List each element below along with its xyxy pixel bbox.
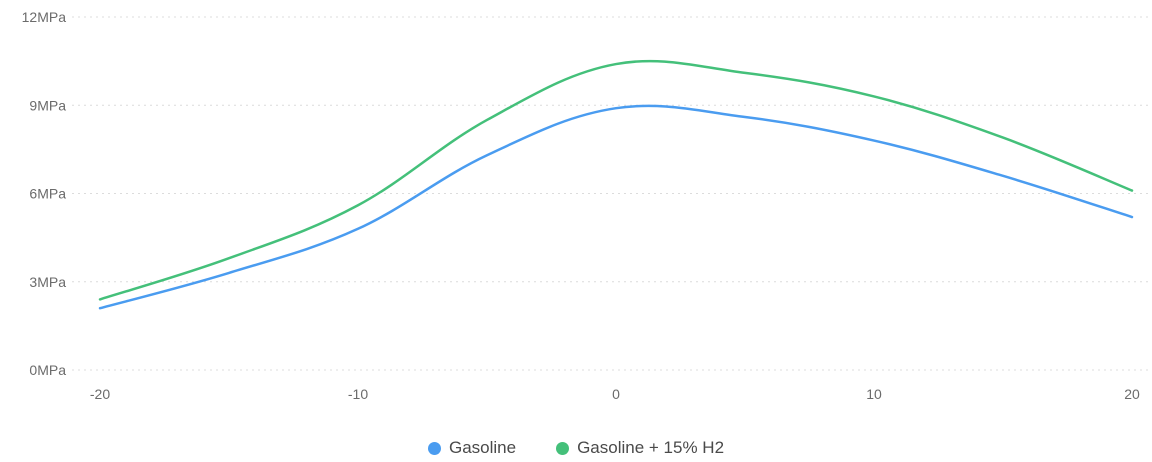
y-tick-label: 3MPa — [29, 274, 66, 290]
data-point[interactable] — [96, 295, 104, 303]
data-point[interactable] — [612, 104, 620, 112]
data-point[interactable] — [870, 92, 878, 100]
data-point[interactable] — [1128, 187, 1136, 195]
y-tick-label: 12MPa — [22, 9, 67, 25]
data-point[interactable] — [354, 225, 362, 233]
x-tick-label: 10 — [866, 386, 882, 402]
series-line-gasoline[interactable] — [98, 104, 1134, 310]
series-layer — [96, 59, 1136, 312]
y-tick-label: 9MPa — [29, 97, 66, 113]
data-point[interactable] — [225, 254, 233, 262]
data-point[interactable] — [225, 269, 233, 277]
data-point[interactable] — [999, 172, 1007, 180]
y-tick-label: 0MPa — [29, 362, 66, 378]
x-tick-label: 20 — [1124, 386, 1140, 402]
chart-legend: Gasoline Gasoline + 15% H2 — [0, 438, 1152, 458]
x-tick-label: 0 — [612, 386, 620, 402]
data-point[interactable] — [483, 151, 491, 159]
data-point[interactable] — [612, 60, 620, 68]
data-point[interactable] — [741, 69, 749, 77]
data-point[interactable] — [741, 113, 749, 121]
series-line-gasoline-h2[interactable] — [98, 59, 1134, 301]
legend-marker-gasoline-h2 — [556, 441, 570, 455]
axis-layer: 0MPa 3MPa 6MPa 9MPa 12MPa -20 -10 0 10 20 — [22, 9, 1140, 402]
data-point[interactable] — [1128, 213, 1136, 221]
data-point[interactable] — [96, 304, 104, 312]
legend-item-gasoline-h2[interactable]: Gasoline + 15% H2 — [556, 438, 724, 458]
data-point[interactable] — [999, 134, 1007, 142]
data-point[interactable] — [354, 201, 362, 209]
legend-marker-gasoline — [427, 441, 441, 455]
y-tick-label: 6MPa — [29, 186, 66, 202]
line-chart: 0MPa 3MPa 6MPa 9MPa 12MPa -20 -10 0 10 20 — [22, 9, 1148, 402]
legend-label-gasoline-h2: Gasoline + 15% H2 — [577, 438, 725, 457]
x-tick-label: -20 — [90, 386, 110, 402]
data-point[interactable] — [870, 137, 878, 145]
legend-label-gasoline: Gasoline — [448, 438, 517, 457]
x-tick-label: -10 — [348, 386, 368, 402]
data-point[interactable] — [483, 116, 491, 124]
legend-item-gasoline[interactable]: Gasoline — [427, 438, 517, 458]
grid-layer — [72, 16, 1148, 371]
